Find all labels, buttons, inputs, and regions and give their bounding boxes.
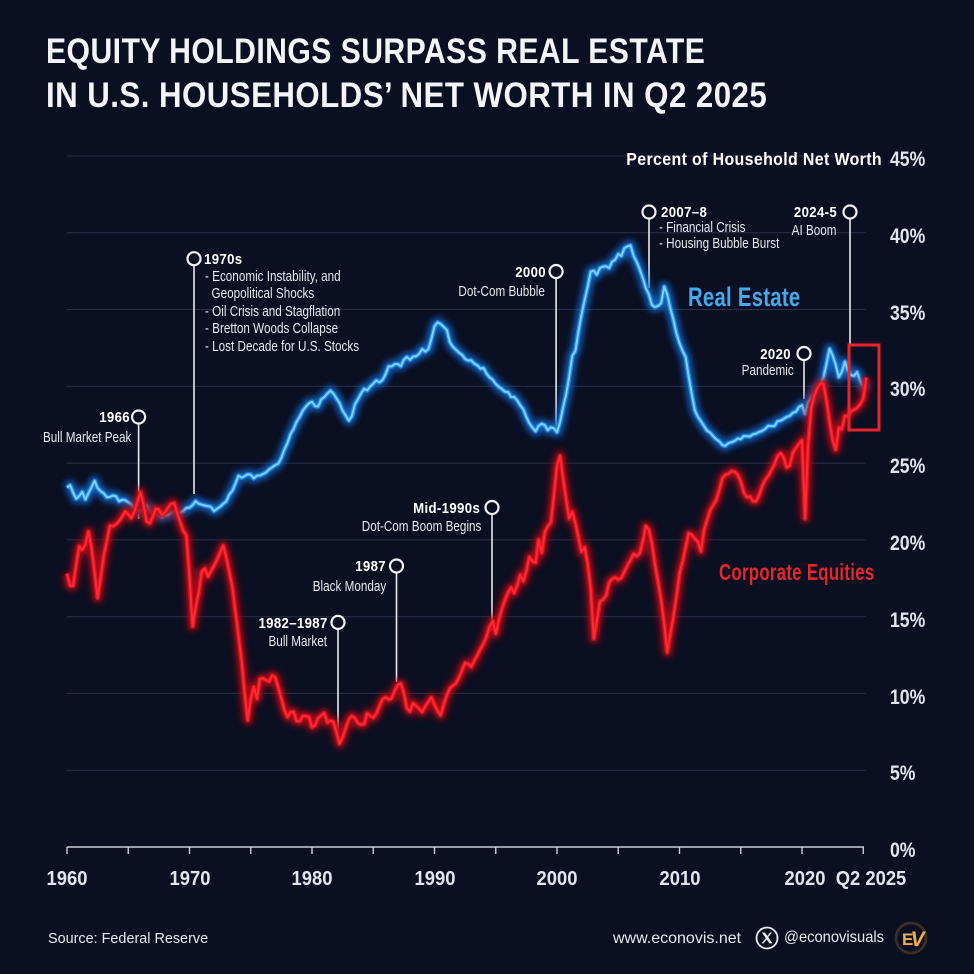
svg-text:E: E [902,930,913,949]
svg-text:V: V [911,928,927,951]
